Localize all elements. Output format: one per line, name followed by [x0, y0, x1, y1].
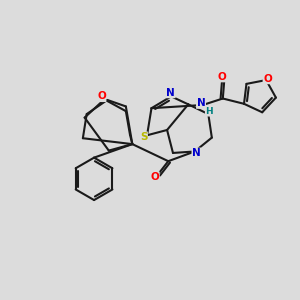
Text: S: S: [140, 132, 147, 142]
Text: N: N: [192, 148, 201, 158]
Text: O: O: [263, 74, 272, 84]
Text: O: O: [218, 72, 226, 82]
Text: O: O: [150, 172, 159, 182]
Text: O: O: [97, 92, 106, 101]
Text: N: N: [196, 98, 206, 108]
Text: H: H: [206, 107, 213, 116]
Text: N: N: [166, 88, 175, 98]
